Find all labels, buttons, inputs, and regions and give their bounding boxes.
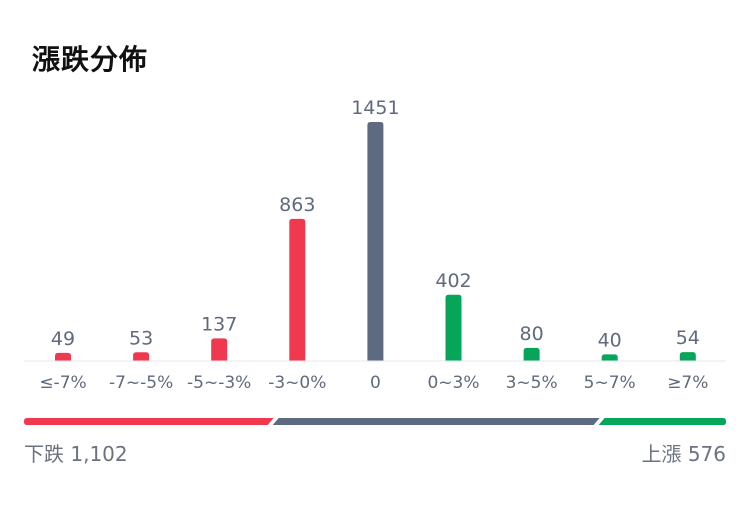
tick-label-6: 3~5% (506, 373, 558, 393)
bar-6 (523, 347, 540, 361)
tick-label-7: 5~7% (584, 373, 636, 393)
up-total-label: 上漲 576 (641, 442, 726, 466)
bar-value-label-0: 49 (51, 328, 75, 350)
bar-value-label-8: 54 (676, 327, 700, 349)
ratio-bar (24, 418, 726, 425)
value-labels-layer: 49 53 137 863 1451 402 80 40 54 (51, 97, 700, 351)
bar-8 (679, 352, 696, 361)
tick-label-2: -5~-3% (187, 373, 251, 393)
tick-label-4: 0 (370, 373, 381, 393)
ratio-segment-down (24, 418, 274, 425)
bar-value-label-2: 137 (201, 313, 237, 335)
bars-layer (55, 122, 696, 361)
ratio-segment-flat (272, 418, 600, 425)
tick-label-8: ≥7% (667, 373, 708, 393)
tick-label-3: -3~0% (268, 373, 326, 393)
tick-label-0: ≤-7% (39, 373, 86, 393)
chart-title: 漲跌分佈 (32, 43, 149, 76)
bar-2 (211, 338, 228, 361)
bar-5 (445, 294, 462, 361)
bar-7 (601, 354, 618, 361)
ratio-segment-up (598, 418, 726, 425)
bar-value-label-1: 53 (129, 327, 153, 349)
bar-0 (55, 352, 71, 361)
tick-label-1: -7~-5% (109, 373, 173, 393)
down-total-label: 下跌 1,102 (24, 442, 128, 466)
tick-labels-layer: ≤-7% -7~-5% -5~-3% -3~0% 0 0~3% 3~5% 5~7% ≥7% (39, 373, 708, 393)
bar-1 (133, 352, 150, 361)
bar-value-label-3: 863 (279, 194, 315, 216)
bar-value-label-4: 1451 (351, 97, 399, 119)
bar-3 (289, 218, 306, 361)
bar-value-label-5: 402 (435, 270, 471, 292)
bar-4 (367, 122, 384, 361)
bar-value-label-7: 40 (598, 329, 622, 351)
bar-value-label-6: 80 (520, 323, 544, 345)
distribution-chart: 49 53 137 863 1451 402 80 40 54 ≤-7% -7~-5% -5~-3%… (24, 97, 726, 425)
tick-label-5: 0~3% (427, 373, 479, 393)
